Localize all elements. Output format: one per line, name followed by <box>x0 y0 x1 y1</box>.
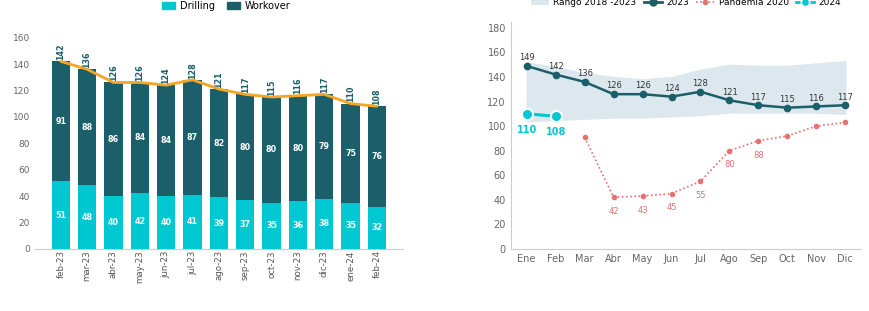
Text: 108: 108 <box>545 127 565 137</box>
Text: 142: 142 <box>56 44 65 60</box>
Bar <box>315 94 333 199</box>
Text: 91: 91 <box>56 117 66 126</box>
Text: 116: 116 <box>807 94 824 103</box>
Text: 126: 126 <box>109 65 118 81</box>
Text: 115: 115 <box>779 95 794 104</box>
Text: 39: 39 <box>213 219 224 228</box>
Text: 42: 42 <box>607 207 618 216</box>
Text: 37: 37 <box>240 220 250 229</box>
Text: 82: 82 <box>213 139 224 148</box>
Text: 75: 75 <box>345 149 355 158</box>
Text: 126: 126 <box>136 65 144 81</box>
Bar <box>235 200 254 249</box>
Text: 115: 115 <box>267 79 275 96</box>
Bar <box>235 94 254 200</box>
Bar <box>341 104 360 202</box>
Text: 110: 110 <box>516 125 536 135</box>
Text: 136: 136 <box>83 51 91 68</box>
Bar <box>130 82 149 193</box>
Bar <box>78 185 96 249</box>
Legend: Rango 2018 -2023, 2023, Pandemia 2020, 2024: Rango 2018 -2023, 2023, Pandemia 2020, 2… <box>527 0 844 11</box>
Bar <box>368 106 386 207</box>
Text: 80: 80 <box>292 144 303 153</box>
Text: 45: 45 <box>666 203 676 212</box>
Bar <box>156 196 176 249</box>
Text: 35: 35 <box>345 221 355 230</box>
Bar <box>78 69 96 185</box>
Bar <box>51 182 70 249</box>
Text: 128: 128 <box>188 62 196 78</box>
Text: 116: 116 <box>293 78 302 94</box>
Legend: Drilling, Workover: Drilling, Workover <box>157 0 295 15</box>
Text: 84: 84 <box>134 133 145 142</box>
Text: 35: 35 <box>266 221 276 230</box>
Text: 142: 142 <box>547 62 563 71</box>
Text: 32: 32 <box>371 223 382 232</box>
Text: 42: 42 <box>134 216 145 225</box>
Bar <box>104 82 123 196</box>
Text: 38: 38 <box>318 219 329 228</box>
Text: 76: 76 <box>371 152 382 161</box>
Text: 117: 117 <box>837 93 852 101</box>
Bar <box>289 96 307 201</box>
Text: 36: 36 <box>292 220 303 230</box>
Text: 80: 80 <box>723 160 734 169</box>
Text: 117: 117 <box>241 77 249 93</box>
Bar <box>341 202 360 249</box>
Text: 51: 51 <box>56 211 66 220</box>
Text: 117: 117 <box>750 93 766 101</box>
Text: 124: 124 <box>162 67 170 84</box>
Text: 80: 80 <box>239 143 250 152</box>
Text: 48: 48 <box>82 213 93 222</box>
Bar <box>183 80 202 195</box>
Bar <box>289 201 307 249</box>
Bar <box>262 202 281 249</box>
Bar <box>183 195 202 249</box>
Text: 149: 149 <box>518 53 534 62</box>
Bar <box>209 197 228 249</box>
Text: 87: 87 <box>187 133 198 142</box>
Bar <box>315 199 333 249</box>
Bar <box>104 196 123 249</box>
Text: 40: 40 <box>108 218 119 227</box>
Text: 79: 79 <box>318 142 329 151</box>
Text: 126: 126 <box>605 81 620 91</box>
Text: 41: 41 <box>187 217 198 226</box>
Text: 55: 55 <box>694 191 705 200</box>
Bar <box>262 97 281 202</box>
Bar <box>156 85 176 196</box>
Text: 121: 121 <box>214 71 223 88</box>
Text: 88: 88 <box>753 151 763 160</box>
Text: 121: 121 <box>720 88 737 97</box>
Bar <box>51 61 70 182</box>
Text: 43: 43 <box>636 206 647 215</box>
Bar <box>130 193 149 249</box>
Bar <box>368 207 386 249</box>
Text: 126: 126 <box>634 81 650 91</box>
Text: 136: 136 <box>576 69 592 78</box>
Text: 88: 88 <box>82 123 93 132</box>
Text: 117: 117 <box>320 77 328 93</box>
Text: 80: 80 <box>266 145 277 154</box>
Bar <box>209 89 228 197</box>
Text: 86: 86 <box>108 135 119 144</box>
Text: 84: 84 <box>161 136 171 145</box>
Text: 124: 124 <box>663 84 679 93</box>
Text: 128: 128 <box>692 79 707 88</box>
Text: 108: 108 <box>372 88 381 105</box>
Text: 110: 110 <box>346 86 355 102</box>
Text: 40: 40 <box>161 218 171 227</box>
